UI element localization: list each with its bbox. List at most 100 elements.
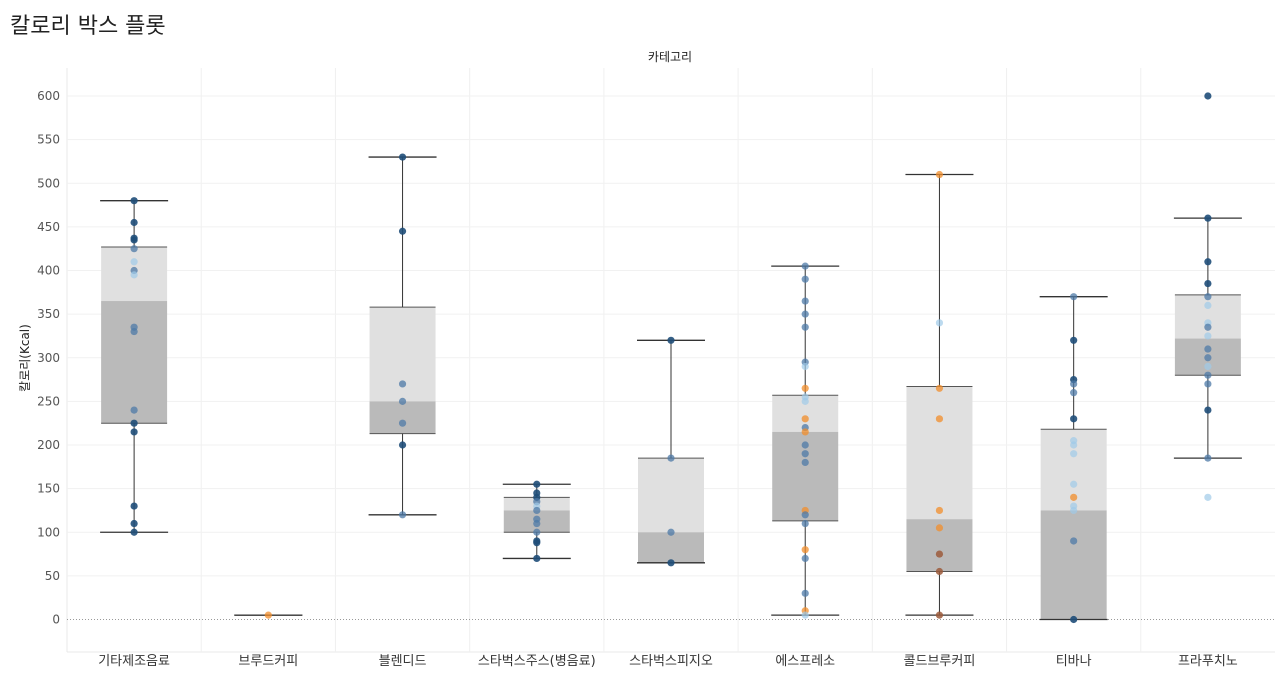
x-category-label: 스타벅스주스(병음료) <box>478 654 596 669</box>
x-category-label: 에스프레소 <box>775 654 835 669</box>
data-point <box>1204 345 1212 353</box>
y-tick-label: 600 <box>37 89 60 103</box>
data-point <box>533 528 541 536</box>
data-point <box>1204 323 1212 331</box>
data-point <box>1204 371 1212 379</box>
data-point <box>1204 214 1212 222</box>
data-point <box>130 406 138 414</box>
y-tick-label: 200 <box>37 438 60 452</box>
data-point <box>130 327 138 336</box>
column-header-title: 카테고리 <box>648 50 692 64</box>
data-point <box>935 415 944 423</box>
data-point <box>1204 258 1212 266</box>
data-point <box>130 245 138 253</box>
points-layer <box>130 92 1212 624</box>
data-point <box>130 528 138 536</box>
data-point <box>533 480 541 488</box>
data-point <box>801 450 809 458</box>
data-point <box>935 384 944 392</box>
data-point <box>935 506 944 515</box>
data-point <box>801 428 809 436</box>
y-tick-label: 250 <box>37 394 60 408</box>
y-tick-label: 100 <box>37 525 60 539</box>
data-point <box>935 567 944 576</box>
data-point <box>130 502 138 510</box>
data-point <box>1070 506 1078 515</box>
box-upper <box>906 386 973 520</box>
y-tick-label: 350 <box>37 307 60 321</box>
data-point <box>1070 293 1078 301</box>
box-upper <box>1174 294 1241 339</box>
data-point <box>1204 332 1212 340</box>
x-category-label: 콜드브루커피 <box>904 654 976 669</box>
data-point <box>130 519 138 528</box>
data-point <box>398 397 407 405</box>
data-point <box>1204 454 1212 462</box>
x-category-label: 티바나 <box>1056 654 1092 669</box>
data-point <box>398 153 407 161</box>
data-point <box>801 511 809 519</box>
y-tick-label: 400 <box>37 264 60 278</box>
y-tick-label: 450 <box>37 220 60 234</box>
data-point <box>1070 450 1078 458</box>
x-category-label: 스타벅스피지오 <box>629 654 713 669</box>
x-category-label: 브루드커피 <box>238 654 298 669</box>
y-tick-label: 50 <box>45 569 60 583</box>
data-point <box>130 236 138 244</box>
data-point <box>1070 441 1078 449</box>
y-tick-label: 150 <box>37 482 60 496</box>
x-category-label: 블렌디드 <box>379 654 427 669</box>
box-lower <box>638 532 704 563</box>
data-point <box>801 384 809 392</box>
data-point <box>533 554 541 563</box>
data-point <box>801 546 809 554</box>
data-point <box>935 550 944 558</box>
data-point <box>1204 380 1212 388</box>
x-category-label: 기타제조음료 <box>98 654 170 669</box>
box-lower <box>1040 510 1107 620</box>
data-point <box>667 336 675 344</box>
data-point <box>1070 493 1078 501</box>
data-point <box>130 428 138 436</box>
data-point <box>801 589 809 597</box>
y-tick-label: 300 <box>37 351 60 365</box>
data-point <box>1070 480 1078 488</box>
data-point <box>533 506 541 515</box>
y-tick-label: 550 <box>37 133 60 147</box>
data-point <box>1070 615 1078 624</box>
data-point <box>801 554 809 563</box>
data-point <box>130 419 138 427</box>
data-point <box>801 611 809 619</box>
data-point <box>1070 389 1078 397</box>
data-point <box>1070 415 1078 423</box>
data-point <box>1204 354 1212 362</box>
data-point <box>1204 301 1212 309</box>
data-point <box>935 170 944 179</box>
data-point <box>801 441 809 449</box>
data-point <box>1070 380 1078 388</box>
data-point <box>1204 362 1212 371</box>
data-point <box>801 297 809 305</box>
data-point <box>1070 336 1078 344</box>
data-point <box>1204 293 1212 301</box>
data-point <box>1204 493 1212 501</box>
y-tick-label: 500 <box>37 176 60 190</box>
data-point <box>667 454 675 462</box>
data-point <box>667 559 675 567</box>
y-tick-label: 0 <box>52 613 60 627</box>
data-point <box>1204 279 1212 288</box>
x-category-label: 프라푸치노 <box>1178 654 1238 669</box>
data-point <box>533 519 541 528</box>
data-point <box>935 524 944 532</box>
data-point <box>398 380 407 388</box>
data-point <box>1070 537 1078 545</box>
y-axis-ticks: 0 50 100 150 200 250 300 350 400 450 500 550 600 <box>37 89 60 627</box>
data-point <box>801 397 809 405</box>
data-point <box>1204 406 1212 414</box>
data-point <box>801 323 809 331</box>
data-point <box>130 258 138 266</box>
data-point <box>935 611 944 619</box>
data-point <box>398 227 407 235</box>
data-point <box>801 275 809 283</box>
